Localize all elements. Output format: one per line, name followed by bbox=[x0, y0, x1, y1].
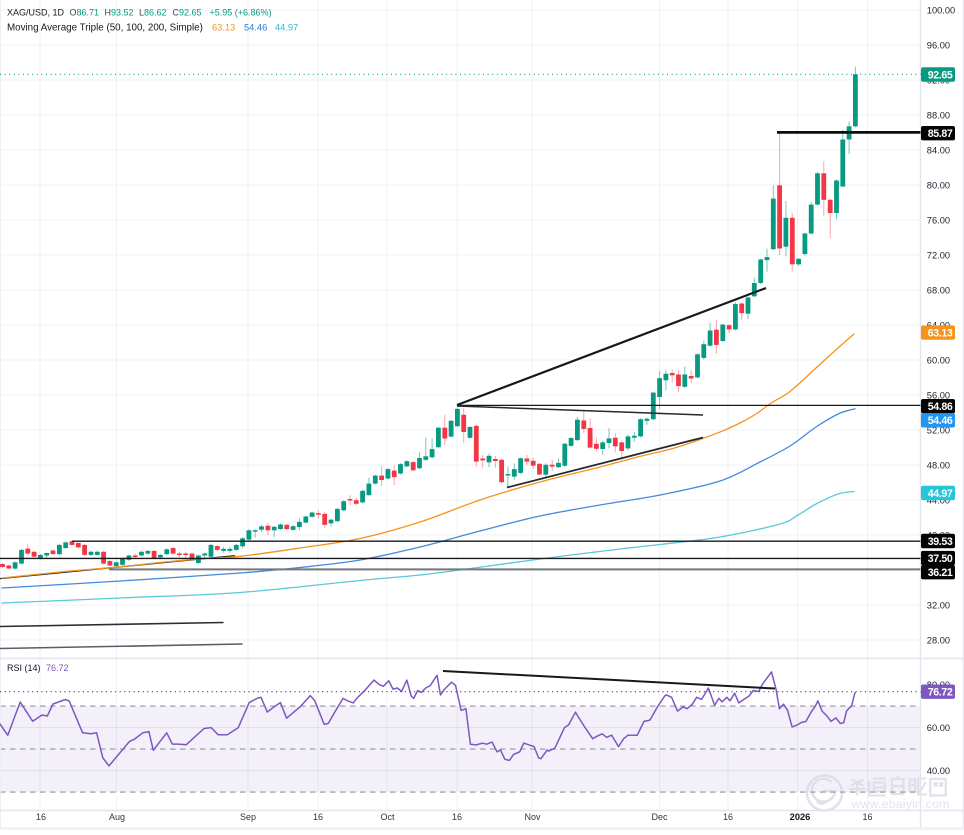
svg-text:44.00: 44.00 bbox=[927, 495, 950, 505]
svg-text:85.87: 85.87 bbox=[928, 128, 953, 140]
svg-text:84.00: 84.00 bbox=[927, 145, 950, 155]
svg-text:L86.62: L86.62 bbox=[139, 7, 167, 17]
svg-text:54.86: 54.86 bbox=[928, 401, 953, 413]
svg-text:XAG/USD, 1D: XAG/USD, 1D bbox=[7, 7, 65, 17]
svg-text:52.00: 52.00 bbox=[927, 425, 950, 435]
svg-text:H93.52: H93.52 bbox=[105, 7, 134, 17]
svg-text:88.00: 88.00 bbox=[927, 110, 950, 120]
svg-text:37.50: 37.50 bbox=[928, 553, 953, 565]
svg-text:Nov: Nov bbox=[524, 812, 541, 822]
svg-text:76.72: 76.72 bbox=[928, 687, 953, 699]
svg-text:16: 16 bbox=[862, 812, 872, 822]
svg-text:40.00: 40.00 bbox=[927, 766, 950, 776]
svg-text:www.ebaiyin.com: www.ebaiyin.com bbox=[851, 797, 950, 811]
svg-text:+5.95 (+6.86%): +5.95 (+6.86%) bbox=[210, 7, 272, 17]
svg-text:Moving Average Triple (50, 100: Moving Average Triple (50, 100, 200, Sim… bbox=[7, 23, 203, 34]
svg-text:76.72: 76.72 bbox=[46, 663, 69, 673]
svg-text:28.00: 28.00 bbox=[927, 635, 950, 645]
svg-text:RSI (14): RSI (14) bbox=[7, 663, 41, 673]
svg-text:16: 16 bbox=[452, 812, 462, 822]
svg-text:63.13: 63.13 bbox=[212, 23, 235, 33]
svg-text:44.97: 44.97 bbox=[275, 23, 298, 33]
svg-text:36.21: 36.21 bbox=[928, 567, 953, 579]
svg-text:C92.65: C92.65 bbox=[173, 7, 202, 17]
svg-text:54.46: 54.46 bbox=[244, 23, 267, 33]
svg-text:39.53: 39.53 bbox=[928, 536, 953, 548]
svg-text:Dec: Dec bbox=[651, 812, 668, 822]
svg-text:56.00: 56.00 bbox=[927, 390, 950, 400]
svg-text:54.46: 54.46 bbox=[928, 415, 953, 427]
svg-text:2026: 2026 bbox=[790, 812, 811, 822]
svg-text:96.00: 96.00 bbox=[927, 40, 950, 50]
svg-text:80.00: 80.00 bbox=[927, 180, 950, 190]
svg-text:Sep: Sep bbox=[240, 812, 256, 822]
svg-text:76.00: 76.00 bbox=[927, 215, 950, 225]
svg-text:16: 16 bbox=[723, 812, 733, 822]
svg-text:60.00: 60.00 bbox=[927, 723, 950, 733]
svg-text:72.00: 72.00 bbox=[927, 250, 950, 260]
svg-text:60.00: 60.00 bbox=[927, 355, 950, 365]
svg-text:O86.71: O86.71 bbox=[70, 7, 100, 17]
svg-text:16: 16 bbox=[313, 812, 323, 822]
svg-text:63.13: 63.13 bbox=[928, 327, 953, 339]
svg-text:16: 16 bbox=[36, 812, 46, 822]
svg-text:48.00: 48.00 bbox=[927, 460, 950, 470]
svg-text:44.97: 44.97 bbox=[928, 488, 953, 500]
svg-text:32.00: 32.00 bbox=[927, 600, 950, 610]
svg-text:Oct: Oct bbox=[380, 812, 395, 822]
svg-text:100.00: 100.00 bbox=[927, 5, 955, 15]
svg-text:Aug: Aug bbox=[109, 812, 125, 822]
svg-text:68.00: 68.00 bbox=[927, 285, 950, 295]
svg-text:92.65: 92.65 bbox=[928, 69, 953, 81]
